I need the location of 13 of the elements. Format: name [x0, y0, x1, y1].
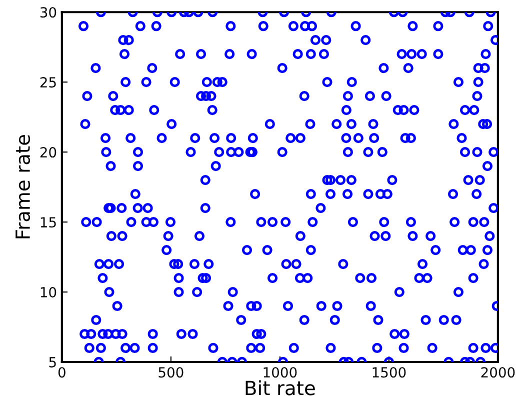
x-tick-label: 500	[158, 367, 184, 378]
y-tick-label: 30	[40, 7, 56, 18]
y-tick-label: 10	[40, 286, 56, 298]
x-tick-label: 0	[58, 367, 66, 378]
x-axis-title: Bit rate	[246, 380, 315, 396]
x-tick-label: 2000	[481, 367, 515, 378]
y-tick-label: 5	[49, 357, 56, 368]
y-tick-label: 25	[40, 77, 56, 88]
x-tick-label: 1500	[372, 367, 406, 378]
y-tick-label: 20	[40, 147, 56, 158]
y-tick-label: 15	[40, 217, 56, 228]
x-tick-label: 1000	[264, 367, 297, 378]
y-axis-title: Frame rate	[16, 134, 30, 238]
